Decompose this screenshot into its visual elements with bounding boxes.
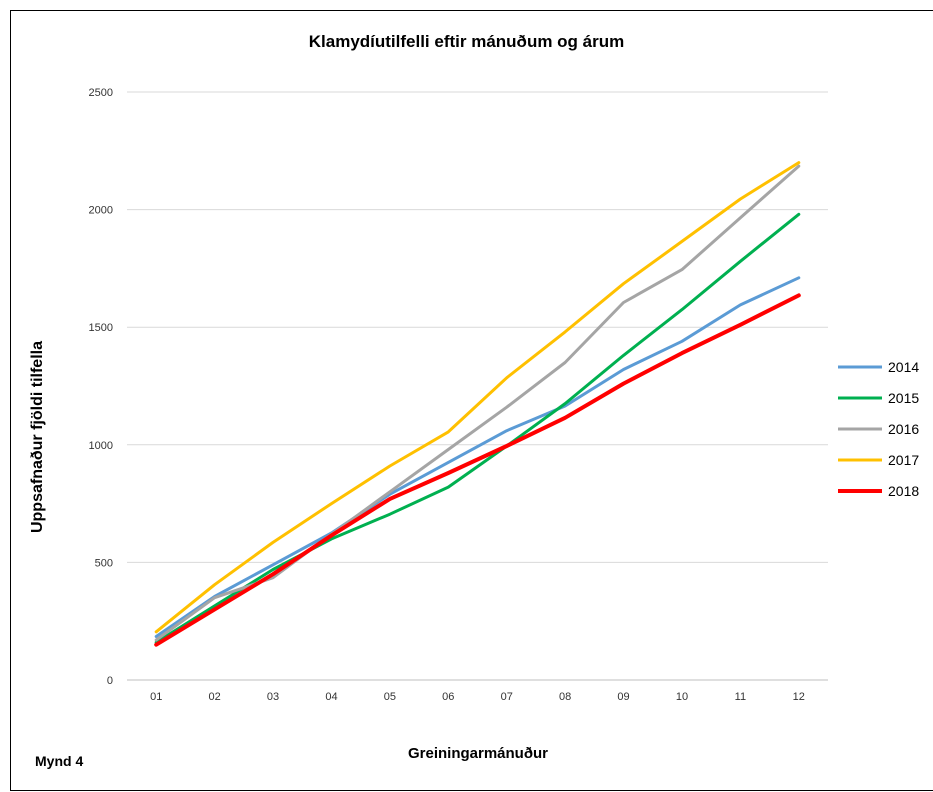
legend-label-2014: 2014 [888, 359, 919, 375]
x-tick-label: 05 [384, 691, 396, 703]
series-line-2015 [154, 212, 801, 644]
y-tick-label: 1000 [89, 440, 113, 452]
y-tick-label: 2000 [89, 205, 113, 217]
series-line-2017 [154, 161, 801, 634]
x-tick-label: 12 [793, 691, 805, 703]
chart-title: Klamydíutilfelli eftir mánuðum og árum [308, 32, 625, 51]
x-tick-label: 01 [150, 691, 162, 703]
y-tick-label: 1500 [89, 322, 113, 334]
legend-label-2017: 2017 [888, 452, 919, 468]
series-line-2018 [154, 293, 801, 647]
figure-label: Mynd 4 [35, 753, 84, 769]
x-tick-label: 09 [617, 691, 629, 703]
x-axis-label: Greiningarmánuður [407, 745, 549, 762]
x-tick-label: 07 [501, 691, 513, 703]
y-tick-label: 2500 [89, 87, 113, 99]
legend-label-2015: 2015 [888, 390, 919, 406]
y-tick-label: 0 [107, 675, 113, 687]
legend-label-2016: 2016 [888, 421, 919, 437]
series-line-2014 [154, 276, 801, 638]
x-tick-label: 08 [559, 691, 571, 703]
x-tick-label: 06 [442, 691, 454, 703]
x-tick-label: 03 [267, 691, 279, 703]
y-tick-label: 500 [95, 557, 113, 569]
legend-label-2018: 2018 [888, 483, 919, 499]
figure-frame [10, 10, 933, 791]
x-tick-label: 04 [325, 691, 337, 703]
x-tick-label: 11 [735, 691, 746, 703]
x-tick-label: 02 [209, 691, 221, 703]
x-tick-label: 10 [676, 691, 688, 703]
